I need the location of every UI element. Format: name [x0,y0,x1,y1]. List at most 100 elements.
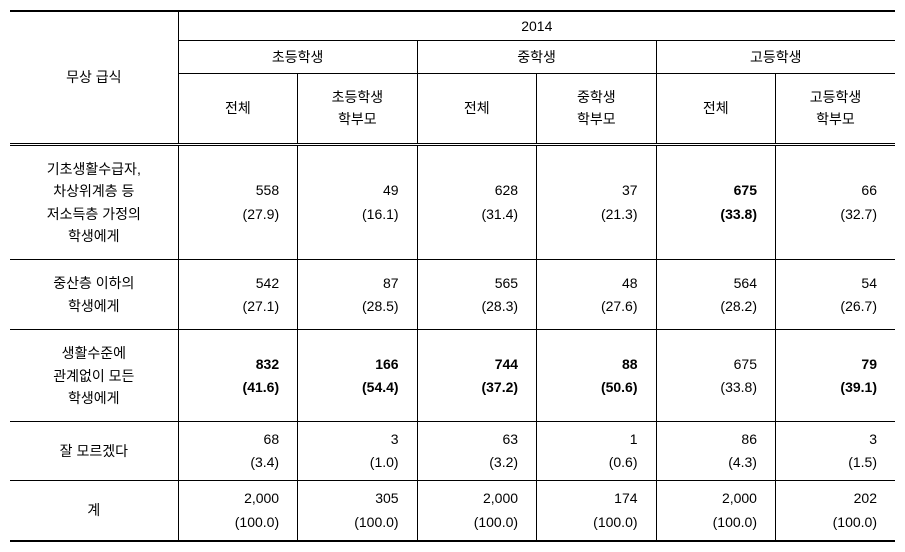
row-label-line: 잘 모르겠다 [60,440,128,462]
cell: 37(21.3) [537,144,656,260]
header-elem-parent-l2: 학부모 [338,108,377,130]
row-label-line: 관계없이 모든 [53,365,134,387]
cell-p: (0.6) [609,451,638,474]
cell-p: (37.2) [481,376,518,399]
cell-n: 63 [502,428,518,451]
cell-n: 3 [391,428,399,451]
row-label: 중산층 이하의 학생에게 [10,260,178,330]
row-label: 잘 모르겠다 [10,422,178,481]
cell: 63(3.2) [417,422,536,481]
cell: 174(100.0) [537,481,656,541]
cell: 2,000(100.0) [178,481,297,541]
header-high-parent-l2: 학부모 [816,108,855,130]
cell-p: (33.8) [720,203,757,226]
cell: 744(37.2) [417,330,536,422]
cell-n: 54 [861,272,877,295]
row-label: 계 [10,481,178,541]
cell-n: 2,000 [483,487,518,510]
cell-n: 675 [734,179,757,202]
cell-n: 166 [375,353,398,376]
cell-p: (100.0) [593,511,637,534]
cell: 305(100.0) [298,481,417,541]
header-mid-all: 전체 [417,74,536,145]
cell-n: 68 [264,428,280,451]
cell-p: (28.3) [481,295,518,318]
cell-p: (100.0) [354,511,398,534]
header-group-high: 고등학생 [656,41,895,74]
cell-n: 744 [495,353,518,376]
cell-n: 79 [861,353,877,376]
row-label-line: 계 [87,499,100,521]
row-label-line: 기초생활수급자, [47,158,141,180]
cell-p: (33.8) [720,376,757,399]
header-mid-parent: 중학생 학부모 [537,74,656,145]
cell-n: 87 [383,272,399,295]
cell-n: 628 [495,179,518,202]
cell-n: 174 [614,487,637,510]
cell-n: 48 [622,272,638,295]
cell-n: 86 [741,428,757,451]
cell-p: (26.7) [840,295,877,318]
cell-n: 3 [869,428,877,451]
cell: 628(31.4) [417,144,536,260]
cell-n: 202 [854,487,877,510]
cell-n: 37 [622,179,638,202]
cell-n: 565 [495,272,518,295]
header-high-parent-l1: 고등학생 [810,86,862,108]
cell-n: 2,000 [244,487,279,510]
cell: 88(50.6) [537,330,656,422]
survey-table: 무상 급식 2014 초등학생 중학생 고등학생 전체 초등학생 학부모 전체 … [10,10,895,542]
cell: 3(1.0) [298,422,417,481]
header-elem-parent-l1: 초등학생 [332,86,384,108]
cell-p: (100.0) [713,511,757,534]
cell-n: 66 [861,179,877,202]
header-elem-all: 전체 [178,74,297,145]
cell-n: 564 [734,272,757,295]
header-year: 2014 [178,11,895,41]
cell: 675(33.8) [656,330,775,422]
cell-p: (1.0) [370,451,399,474]
cell: 202(100.0) [775,481,895,541]
row-label-line: 학생에게 [68,387,120,409]
cell: 166(54.4) [298,330,417,422]
cell-p: (28.2) [720,295,757,318]
row-label-line: 학생에게 [68,295,120,317]
row-label: 기초생활수급자, 차상위계층 등 저소득층 가정의 학생에게 [10,144,178,260]
cell-p: (21.3) [601,203,638,226]
cell-n: 88 [622,353,638,376]
header-high-all: 전체 [656,74,775,145]
cell-n: 2,000 [722,487,757,510]
cell-p: (1.5) [848,451,877,474]
header-group-mid: 중학생 [417,41,656,74]
cell: 3(1.5) [775,422,895,481]
table-row: 잘 모르겠다 68(3.4) 3(1.0) 63(3.2) 1(0.6) 86(… [10,422,895,481]
cell-p: (39.1) [840,376,877,399]
table-row: 생활수준에 관계없이 모든 학생에게 832(41.6) 166(54.4) 7… [10,330,895,422]
cell-p: (16.1) [362,203,399,226]
cell-n: 305 [375,487,398,510]
cell-n: 49 [383,179,399,202]
cell-n: 558 [256,179,279,202]
header-rowhead: 무상 급식 [10,11,178,144]
cell-p: (31.4) [481,203,518,226]
header-high-parent: 고등학생 학부모 [775,74,895,145]
row-label-line: 학생에게 [68,225,120,247]
cell: 832(41.6) [178,330,297,422]
header-mid-parent-l2: 학부모 [577,108,616,130]
cell: 49(16.1) [298,144,417,260]
cell-p: (50.6) [601,376,638,399]
row-label-line: 저소득층 가정의 [47,203,141,225]
cell: 2,000(100.0) [417,481,536,541]
cell: 66(32.7) [775,144,895,260]
cell: 675(33.8) [656,144,775,260]
row-label: 생활수준에 관계없이 모든 학생에게 [10,330,178,422]
cell: 2,000(100.0) [656,481,775,541]
table-row: 중산층 이하의 학생에게 542(27.1) 87(28.5) 565(28.3… [10,260,895,330]
cell-p: (32.7) [840,203,877,226]
cell: 48(27.6) [537,260,656,330]
cell: 564(28.2) [656,260,775,330]
cell-p: (100.0) [474,511,518,534]
cell-p: (3.4) [250,451,279,474]
row-label-line: 생활수준에 [62,342,126,364]
header-elem-parent: 초등학생 학부모 [298,74,417,145]
